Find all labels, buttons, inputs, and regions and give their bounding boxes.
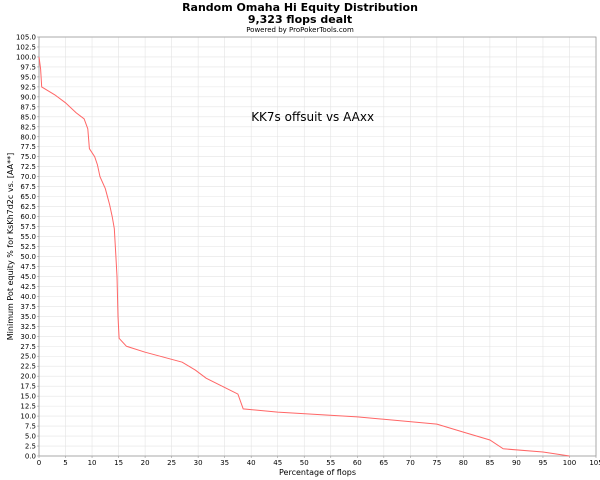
y-axis-label: Minimum Pot equity % for KsKh7d2c vs. [A… — [6, 153, 15, 340]
y-tick-label: 35.0 — [20, 313, 36, 321]
y-tick-label: 52.5 — [20, 243, 36, 251]
y-tick-label: 60.0 — [20, 213, 36, 221]
x-tick-label: 60 — [353, 459, 362, 467]
chart-annotation: KK7s offsuit vs AAxx — [251, 110, 374, 124]
y-tick-label: 95.0 — [20, 73, 36, 81]
y-tick-label: 62.5 — [20, 203, 36, 211]
y-tick-label: 82.5 — [20, 123, 36, 131]
y-tick-label: 65.0 — [20, 193, 36, 201]
y-tick-label: 77.5 — [20, 143, 36, 151]
y-tick-label: 7.5 — [25, 423, 36, 431]
x-tick-label: 105 — [589, 459, 600, 467]
x-tick-label: 40 — [247, 459, 256, 467]
x-tick-label: 0 — [37, 459, 41, 467]
grid — [38, 36, 597, 457]
x-tick-label: 70 — [406, 459, 415, 467]
y-tick-label: 50.0 — [20, 253, 36, 261]
x-tick-label: 30 — [194, 459, 203, 467]
y-tick-label: 55.0 — [20, 233, 36, 241]
x-tick-label: 10 — [88, 459, 97, 467]
y-tick-label: 47.5 — [20, 263, 36, 271]
y-tick-label: 32.5 — [20, 323, 36, 331]
y-tick-label: 15.0 — [20, 393, 36, 401]
x-tick-label: 5 — [63, 459, 67, 467]
y-tick-label: 45.0 — [20, 273, 36, 281]
y-tick-label: 37.5 — [20, 303, 36, 311]
y-tick-label: 17.5 — [20, 383, 36, 391]
x-tick-label: 100 — [563, 459, 576, 467]
chart-credit: Powered by ProPokerTools.com — [246, 26, 354, 34]
y-tick-label: 70.0 — [20, 173, 36, 181]
x-tick-label: 25 — [167, 459, 176, 467]
y-tick-label: 97.5 — [20, 63, 36, 71]
x-tick-label: 65 — [379, 459, 388, 467]
x-tick-label: 75 — [432, 459, 441, 467]
chart-title: Random Omaha Hi Equity Distribution — [182, 1, 418, 14]
y-tick-label: 72.5 — [20, 163, 36, 171]
y-tick-label: 40.0 — [20, 293, 36, 301]
plot-area — [38, 36, 597, 457]
y-tick-label: 102.5 — [16, 43, 36, 51]
y-tick-label: 20.0 — [20, 373, 36, 381]
y-axis-ticks: 0.0 2.5 5.0 7.5 10.0 12.5 15.0 17.5 20.0 22.5 25.0… — [16, 34, 39, 461]
y-tick-label: 10.0 — [20, 413, 36, 421]
y-tick-label: 85.0 — [20, 113, 36, 121]
y-tick-label: 22.5 — [20, 363, 36, 371]
y-tick-label: 105.0 — [16, 34, 36, 42]
y-tick-label: 25.0 — [20, 353, 36, 361]
y-tick-label: 87.5 — [20, 103, 36, 111]
y-tick-label: 80.0 — [20, 133, 36, 141]
y-tick-label: 75.0 — [20, 153, 36, 161]
y-tick-label: 90.0 — [20, 93, 36, 101]
x-tick-label: 35 — [220, 459, 229, 467]
y-tick-label: 67.5 — [20, 183, 36, 191]
x-axis-label: Percentage of flops — [279, 468, 356, 477]
y-tick-label: 0.0 — [25, 453, 36, 461]
y-tick-label: 30.0 — [20, 333, 36, 341]
y-tick-label: 2.5 — [25, 443, 36, 451]
x-tick-label: 80 — [459, 459, 468, 467]
series-line — [38, 56, 570, 457]
x-tick-label: 15 — [114, 459, 123, 467]
y-tick-label: 57.5 — [20, 223, 36, 231]
chart-subtitle: 9,323 flops dealt — [247, 13, 353, 26]
y-tick-label: 42.5 — [20, 283, 36, 291]
y-tick-label: 5.0 — [25, 433, 36, 441]
y-tick-label: 100.0 — [16, 53, 36, 61]
y-tick-label: 92.5 — [20, 83, 36, 91]
x-tick-label: 90 — [512, 459, 521, 467]
x-tick-label: 50 — [300, 459, 309, 467]
x-tick-label: 20 — [141, 459, 150, 467]
y-tick-label: 12.5 — [20, 403, 36, 411]
x-tick-label: 55 — [326, 459, 335, 467]
x-axis-ticks: 0 5 10 15 20 25 30 35 40 45 50 55 60 65 70 75 80 85 90 95 10… — [37, 456, 600, 467]
x-tick-label: 95 — [538, 459, 547, 467]
x-tick-label: 45 — [273, 459, 282, 467]
y-tick-label: 27.5 — [20, 343, 36, 351]
x-tick-label: 85 — [485, 459, 494, 467]
